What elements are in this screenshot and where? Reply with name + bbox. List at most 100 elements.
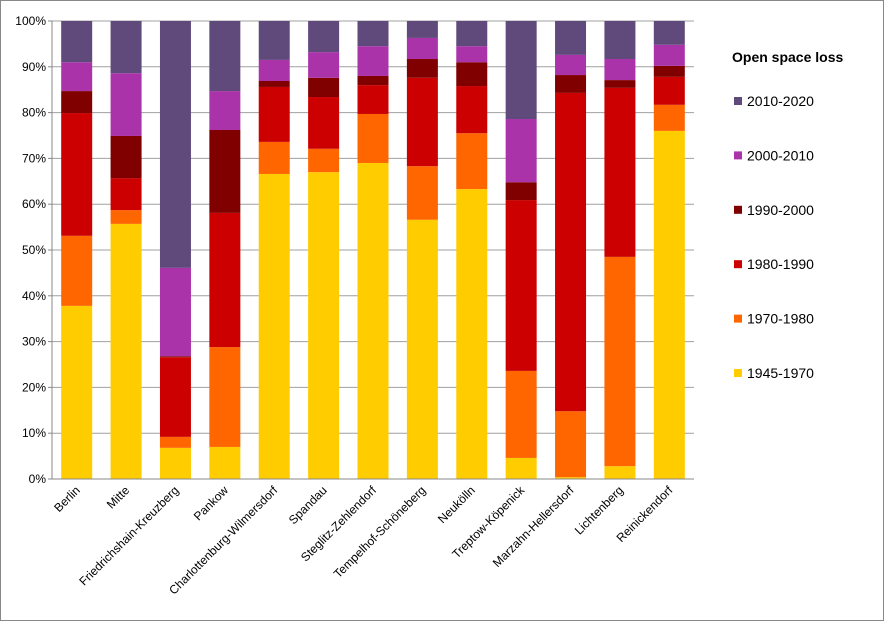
legend-swatch	[734, 151, 742, 160]
bar-segment	[258, 173, 290, 480]
legend-label: 1970-1980	[747, 311, 814, 327]
bar-segment	[505, 457, 537, 479]
bar-segment	[258, 80, 290, 87]
bar-segment	[61, 113, 93, 236]
bar-segment	[209, 446, 241, 479]
bar-segment	[110, 21, 142, 74]
bar-segment	[159, 436, 191, 448]
bar-segment	[308, 148, 340, 173]
bar-segment	[308, 77, 340, 98]
bar-segment	[505, 200, 537, 371]
legend-title: Open space loss	[732, 49, 843, 65]
bar-segment	[456, 86, 488, 134]
bar-segment	[209, 130, 241, 213]
bar-segment	[258, 21, 290, 60]
bar-segment	[604, 80, 636, 88]
y-tick-label: 60%	[22, 197, 46, 211]
y-tick-label: 30%	[22, 335, 46, 349]
bar-segment	[209, 21, 241, 92]
bar-segment	[357, 162, 389, 480]
bar-segment	[406, 166, 438, 220]
bar-segment	[209, 347, 241, 447]
bar-segment	[406, 59, 438, 78]
bar-segment	[159, 21, 191, 268]
bar-segment	[258, 59, 290, 81]
bar-segment	[653, 44, 685, 66]
bar-segment	[505, 21, 537, 120]
legend-swatch	[734, 260, 742, 269]
bar-segment	[159, 447, 191, 479]
bar-segment	[555, 75, 587, 93]
bar-segment	[604, 59, 636, 81]
bar-segment	[357, 113, 389, 163]
legend-label: 1990-2000	[747, 202, 814, 218]
bar-segment	[505, 370, 537, 458]
y-tick-label: 80%	[22, 106, 46, 120]
y-tick-label: 90%	[22, 60, 46, 74]
bar-segment	[159, 357, 191, 437]
y-tick-label: 50%	[22, 243, 46, 257]
bar-segment	[406, 77, 438, 167]
bar-segment	[505, 119, 537, 183]
y-tick-label: 70%	[22, 151, 46, 165]
bar-segment	[653, 130, 685, 480]
bar-segment	[357, 46, 389, 76]
y-tick-label: 20%	[22, 380, 46, 394]
bar-segment	[456, 46, 488, 63]
bar-segment	[110, 178, 142, 211]
bar-segment	[159, 267, 191, 357]
y-tick-label: 100%	[15, 14, 46, 28]
bar-segment	[61, 91, 93, 114]
bar-segment	[604, 87, 636, 257]
bar-segment	[110, 210, 142, 224]
bar-segment	[555, 92, 587, 412]
y-tick-label: 0%	[29, 472, 47, 486]
bar-segment	[555, 21, 587, 55]
bar-segment	[357, 21, 389, 47]
bar-segment	[505, 182, 537, 201]
bar-segment	[61, 62, 93, 92]
y-tick-label: 40%	[22, 289, 46, 303]
bar-segment	[653, 104, 685, 131]
bar-segment	[209, 212, 241, 348]
bar-segment	[61, 21, 93, 63]
bar-segment	[159, 356, 191, 358]
bar-segment	[61, 235, 93, 306]
bar-segment	[456, 133, 488, 190]
bar-segment	[456, 62, 488, 87]
bar-segment	[110, 135, 142, 179]
legend-label: 1980-1990	[747, 256, 814, 272]
legend-label: 1945-1970	[747, 365, 814, 381]
bar-segment	[604, 466, 636, 479]
bar-segment	[308, 172, 340, 479]
bar-segment	[604, 21, 636, 60]
y-tick-label: 10%	[22, 426, 46, 440]
bar-segment	[61, 305, 93, 479]
legend-swatch	[734, 205, 742, 214]
bar-segment	[357, 85, 389, 114]
bar-segment	[653, 76, 685, 105]
bar-segment	[209, 91, 241, 131]
bar-segment	[653, 21, 685, 45]
bar-segment	[357, 75, 389, 86]
legend-swatch	[734, 97, 742, 105]
bar-segment	[653, 65, 685, 77]
bar-segment	[110, 223, 142, 479]
legend-swatch	[734, 314, 742, 323]
bar-segment	[110, 73, 142, 136]
bar-segment	[406, 219, 438, 479]
bar-segment	[456, 189, 488, 479]
bar-segment	[406, 21, 438, 38]
bar-segment	[258, 86, 290, 142]
bar-segment	[555, 411, 587, 478]
bar-segment	[604, 256, 636, 467]
legend-label: 2000-2010	[747, 147, 814, 163]
bar-segment	[406, 37, 438, 60]
bar-segment	[258, 141, 290, 174]
bar-segment	[308, 52, 340, 78]
bar-segment	[456, 21, 488, 47]
bar-segment	[308, 21, 340, 53]
bar-segment	[555, 477, 587, 479]
bar-segment	[308, 97, 340, 149]
